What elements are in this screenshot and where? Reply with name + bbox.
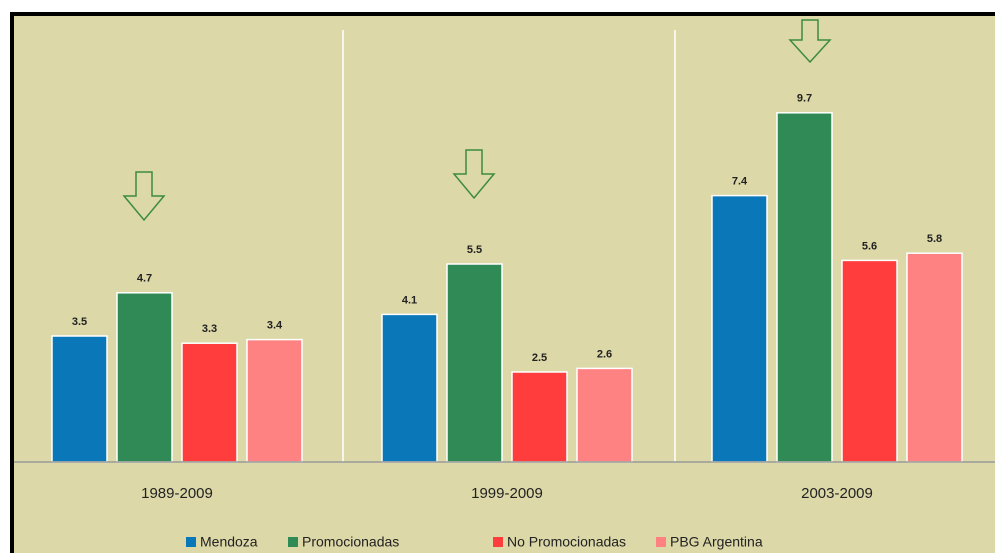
value-label: 2.6 [597, 348, 612, 360]
legend-label: Promocionadas [302, 534, 399, 550]
value-label: 3.3 [202, 323, 217, 335]
bar [181, 342, 238, 463]
value-label: 4.7 [137, 273, 152, 285]
bar [576, 367, 633, 463]
category-label: 1989-2009 [141, 485, 213, 502]
category-label: 2003-2009 [801, 485, 873, 502]
value-label: 5.5 [467, 244, 482, 256]
value-label: 5.8 [927, 233, 942, 245]
bar [776, 112, 833, 463]
bar [511, 371, 568, 463]
legend-swatch [493, 537, 503, 547]
value-label: 5.6 [862, 240, 877, 252]
bar [841, 259, 898, 463]
legend-label: No Promocionadas [507, 534, 626, 550]
bar [906, 252, 963, 463]
arrows [122, 19, 832, 222]
legend-swatch [656, 537, 666, 547]
bar [381, 313, 438, 463]
bar [711, 194, 768, 463]
legend-label: Mendoza [200, 534, 258, 550]
value-label: 9.7 [797, 93, 812, 105]
bar [446, 263, 503, 463]
arrow-icon [452, 149, 496, 200]
category-label: 1999-2009 [471, 485, 543, 502]
arrow-icon [788, 19, 832, 64]
value-label: 3.4 [267, 320, 283, 332]
value-label: 7.4 [732, 176, 748, 188]
legend-swatch [186, 537, 196, 547]
bar [246, 338, 303, 463]
value-label: 2.5 [532, 352, 547, 364]
value-label: 4.1 [402, 294, 417, 306]
value-label: 3.5 [72, 316, 87, 328]
bar [51, 335, 108, 463]
arrow-icon [122, 171, 166, 222]
bar [116, 292, 173, 463]
legend-swatch [288, 537, 298, 547]
legend-label: PBG Argentina [670, 534, 763, 550]
